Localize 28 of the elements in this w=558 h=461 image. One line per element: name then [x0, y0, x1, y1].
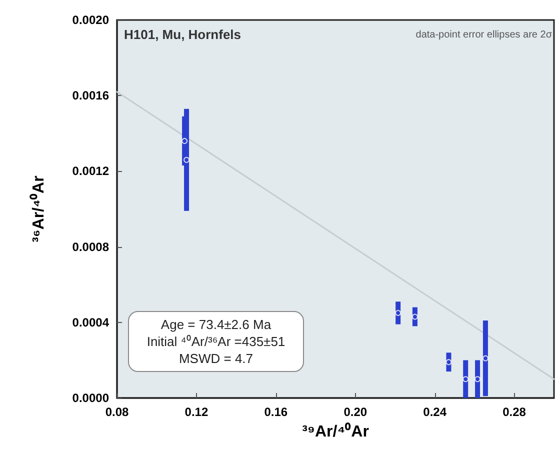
- y-tick-label: 0.0008: [72, 240, 110, 254]
- point: [462, 376, 469, 382]
- y-tick-label: 0.0016: [72, 88, 110, 103]
- y-tick-label: 0.0012: [72, 164, 110, 178]
- y-axis-title: ³⁶Ar/⁴⁰Ar: [30, 176, 48, 242]
- annotation: Age = 73.4±2.6 Ma: [160, 316, 272, 333]
- point: [182, 138, 188, 144]
- note-box: Age = 73.4±2.6 Ma Initial ⁴⁰Ar/³⁶Ar =435±51 MSWD = 4.7: [128, 311, 304, 372]
- x-tick-label: 0.24: [423, 405, 447, 419]
- point: [446, 359, 452, 366]
- point: [395, 310, 402, 316]
- x-tick-label: 0.08: [105, 405, 129, 419]
- point: [482, 355, 488, 362]
- annotation: data-point error ellipses are 2σ: [416, 30, 553, 40]
- y-tick-label: 0.0004: [72, 315, 110, 330]
- x-tick-label: 0.28: [502, 405, 526, 419]
- text: H101, Mu, Hornfels: [124, 27, 242, 42]
- point: [474, 376, 481, 382]
- x-tick-label: 0.16: [264, 405, 288, 419]
- annotation: MSWD = 4.7: [178, 350, 254, 367]
- x-axis-title: ³⁹Ar/⁴⁰Ar: [302, 422, 369, 440]
- y-tick-label: 0.0020: [72, 13, 110, 27]
- y-tick-label: 0.0000: [72, 391, 110, 405]
- point: [184, 156, 190, 163]
- x-tick-label: 0.12: [184, 405, 208, 419]
- point: [412, 314, 418, 320]
- x-tick-label: 0.20: [344, 405, 368, 419]
- annotation: Initial ⁴⁰Ar/³⁶Ar =435±51: [146, 333, 286, 350]
